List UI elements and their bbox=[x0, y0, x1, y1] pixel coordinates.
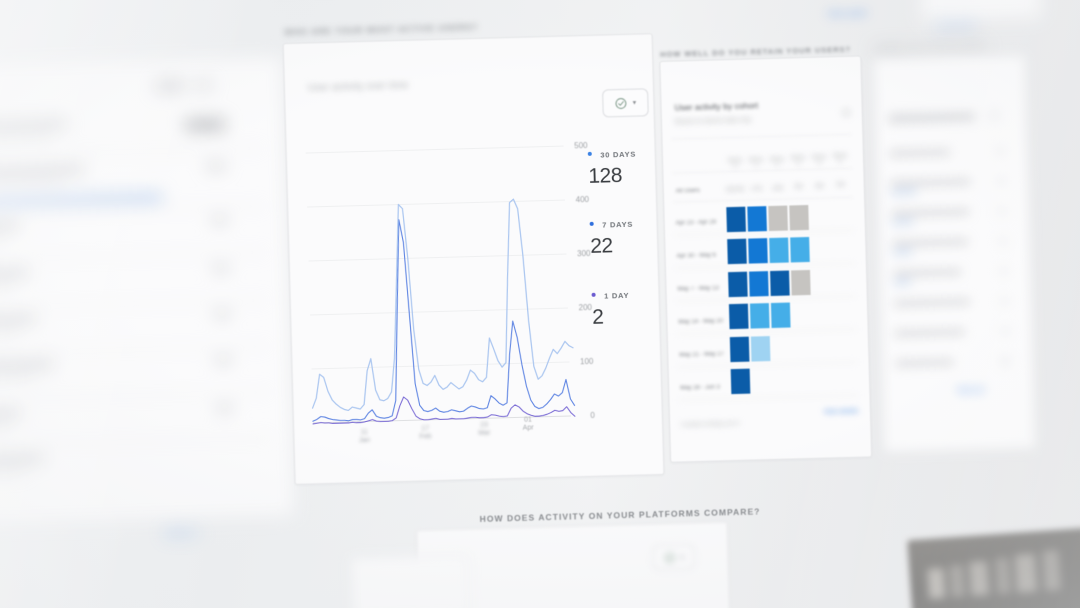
metric-7-days[interactable]: 7 DAYS 22 bbox=[589, 214, 634, 259]
chart-filter-dropdown[interactable]: ▾ bbox=[602, 88, 649, 118]
cohort-col-header-3: Week 3 bbox=[790, 155, 806, 168]
metric-label-7-days: 7 DAYS bbox=[602, 219, 634, 230]
metric-value-1-day: 2 bbox=[591, 305, 604, 329]
y-tick-0: 0 bbox=[590, 410, 595, 420]
cohort-col-header-0: Week 0 bbox=[727, 157, 743, 170]
cohort-all-users-value-4: 8% bbox=[815, 183, 824, 190]
cohort-col-header-5: Week 5 bbox=[832, 152, 848, 166]
metric-label-30-days: 30 DAYS bbox=[600, 149, 637, 160]
x-tick-3: 01 Apr bbox=[522, 416, 534, 432]
x-tick-1: 17 Feb bbox=[419, 425, 432, 441]
metric-label-1-day: 1 DAY bbox=[603, 290, 630, 301]
metric-value-30-days: 128 bbox=[588, 164, 623, 188]
cohort-row-label-5: May 28 - Jun 3 bbox=[680, 384, 720, 392]
top-card-d[interactable] bbox=[917, 0, 1043, 22]
metric-dot-30-days bbox=[587, 151, 592, 156]
check-circle-icon bbox=[664, 552, 675, 563]
metric-value-7-days: 22 bbox=[589, 234, 613, 258]
bottom-left-card bbox=[350, 554, 471, 608]
cohort-row-label-0: Apr 23 - Apr 29 bbox=[675, 219, 717, 227]
y-tick-200: 200 bbox=[578, 302, 593, 313]
chart-section-label: WHO ARE YOUR MOST ACTIVE USERS? bbox=[284, 21, 479, 38]
activity-line-chart bbox=[305, 145, 576, 425]
left-panel-view-all-link[interactable]: View all → bbox=[163, 527, 207, 539]
cohort-row-label-1: Apr 30 - May 6 bbox=[676, 252, 717, 260]
cohort-row-label-4: May 21 - May 27 bbox=[679, 351, 725, 359]
left-list-contents bbox=[0, 55, 293, 525]
x-tick-0: 11 Jan bbox=[358, 428, 371, 445]
cohort-view-details-link[interactable]: View details bbox=[823, 407, 859, 416]
top-card-d-link[interactable]: View report bbox=[935, 20, 976, 31]
info-icon[interactable] bbox=[841, 107, 852, 118]
x-tick-2: 23 Mar bbox=[478, 421, 491, 437]
cohort-all-users-value-0: 100.0% bbox=[725, 186, 745, 194]
monitor-bezel bbox=[907, 527, 1080, 608]
cohort-col-header-4: Week 4 bbox=[811, 154, 827, 167]
right-panel-view-all-link[interactable]: View all bbox=[956, 385, 984, 396]
y-tick-300: 300 bbox=[577, 248, 591, 259]
cohort-all-users-value-3: 9% bbox=[794, 184, 803, 191]
right-section-label: WHERE ARE YOUR USERS? bbox=[874, 44, 990, 55]
metric-dot-7-days bbox=[589, 221, 594, 226]
series-path-30-days bbox=[311, 198, 574, 412]
y-tick-500: 500 bbox=[574, 140, 588, 151]
y-tick-100: 100 bbox=[579, 356, 594, 367]
cohort-row-label-3: May 14 - May 20 bbox=[678, 318, 724, 326]
cohort-col-header-2: Week 2 bbox=[769, 156, 785, 169]
bottom-card-dropdown[interactable]: ▾ bbox=[652, 544, 696, 571]
cohort-all-users-value-5: 6% bbox=[836, 181, 845, 189]
series-path-7-days bbox=[312, 219, 576, 422]
metric-30-days[interactable]: 30 DAYS 128 bbox=[587, 144, 637, 189]
chevron-down-icon: ▾ bbox=[632, 99, 637, 107]
metric-dot-1-day bbox=[591, 292, 596, 297]
cohort-col-header-1: Week 1 bbox=[748, 157, 764, 170]
cohort-row-label-2: May 7 - May 13 bbox=[677, 285, 719, 293]
y-tick-400: 400 bbox=[575, 194, 590, 205]
cohort-all-users-label: All Users bbox=[675, 187, 700, 195]
cohort-all-users-value-1: 17% bbox=[751, 186, 763, 193]
check-circle-icon bbox=[615, 97, 627, 109]
chart-series-paths bbox=[311, 198, 576, 425]
top-card-c-link[interactable]: View report bbox=[826, 8, 868, 19]
chevron-down-icon: ▾ bbox=[680, 553, 685, 562]
cohort-all-users-value-2: 14% bbox=[772, 185, 784, 192]
metric-1-day[interactable]: 1 DAY 2 bbox=[591, 285, 630, 330]
right-list-contents bbox=[873, 55, 1034, 451]
